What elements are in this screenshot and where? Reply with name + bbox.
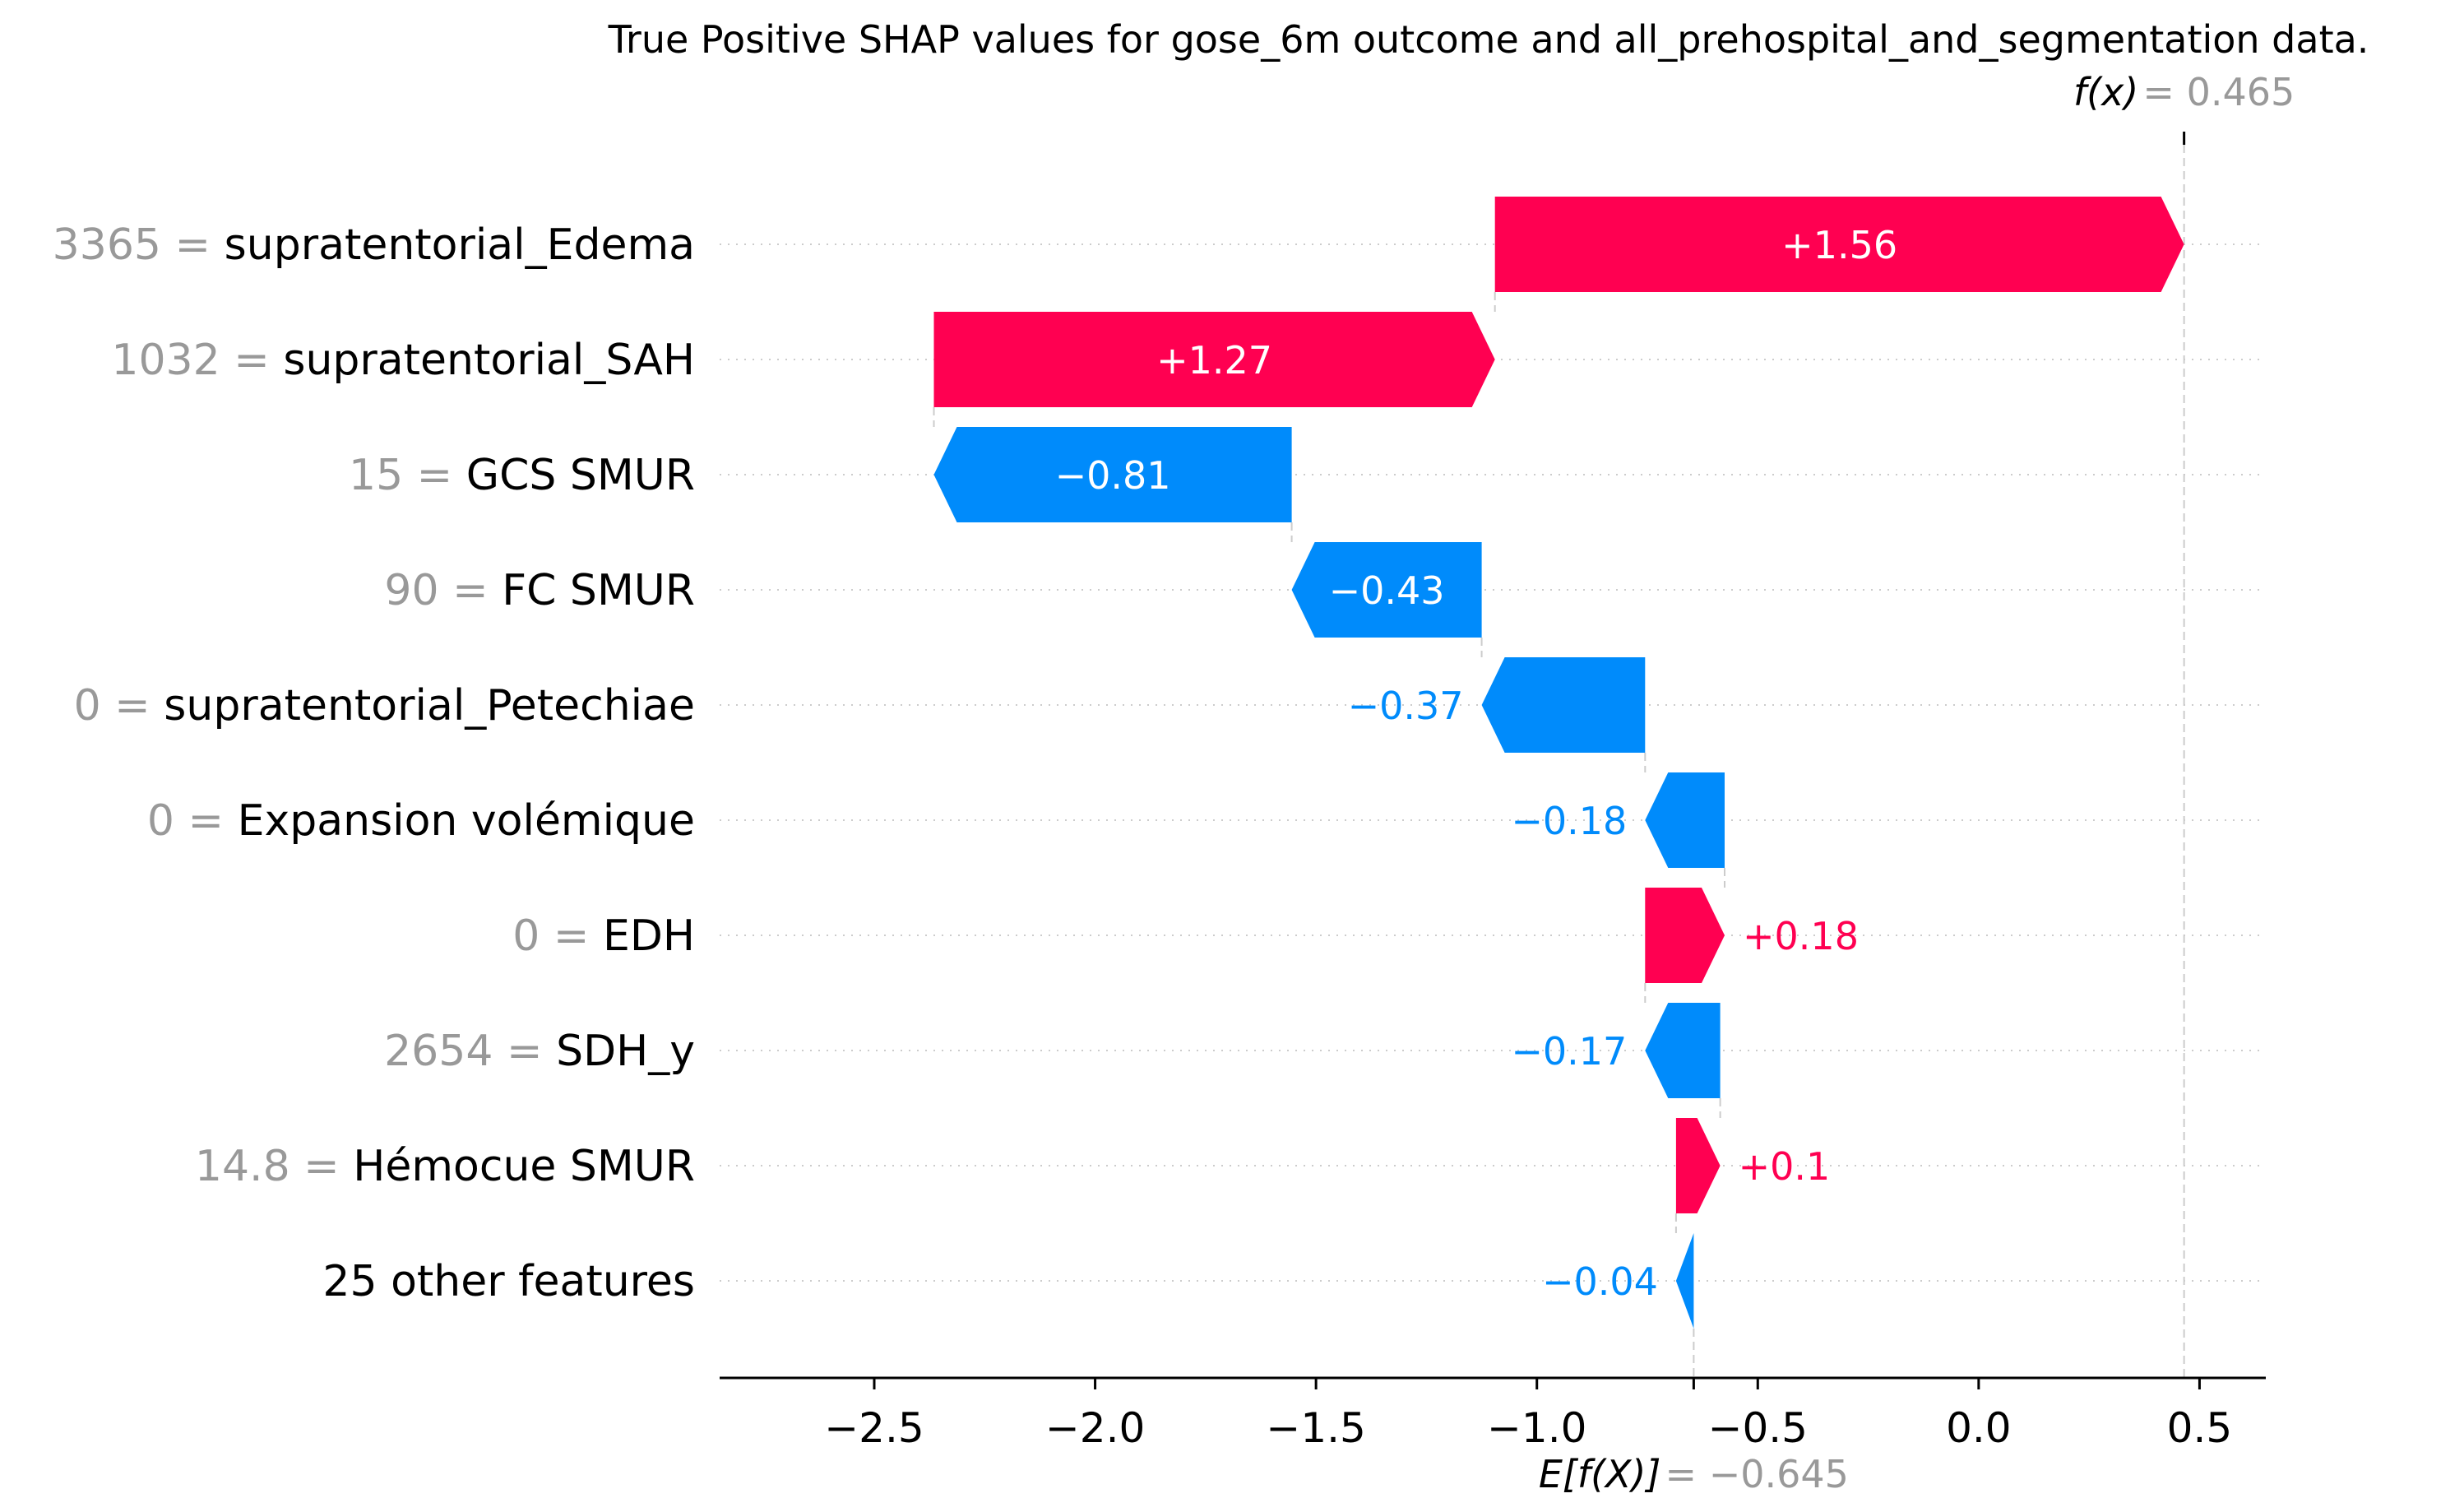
bar-positive [1494, 197, 2184, 292]
feature-name: supratentorial_Petechiae [164, 681, 695, 730]
x-tick-label: 0.0 [1946, 1404, 2012, 1452]
feature-label: 3365 = supratentorial_Edema [53, 220, 695, 270]
connector-lines [933, 132, 2185, 1378]
output-value-annotation: f(x) = 0.465 [2073, 70, 2295, 145]
bar-negative [1291, 542, 1482, 638]
bar-negative [1481, 657, 1646, 753]
feature-name: SDH_y [556, 1027, 695, 1076]
feature-value: 0 = [147, 796, 238, 846]
x-tick-label: −2.5 [824, 1404, 924, 1452]
base-value-name: E[f(X)] [1539, 1452, 1661, 1496]
base-value-text: −0.645 [1709, 1452, 1849, 1496]
feature-value: 0 = [74, 681, 164, 730]
bar-value-label: −0.18 [1511, 799, 1627, 843]
feature-name: Hémocue SMUR [353, 1142, 695, 1191]
feature-name: FC SMUR [502, 566, 695, 615]
feature-labels: 3365 = supratentorial_Edema 1032 = suprat… [53, 220, 695, 1306]
base-value-annotation: E[f(X)] = −0.645 [1539, 1378, 1849, 1496]
feature-value: 90 = [384, 566, 502, 615]
feature-label: 2654 = SDH_y [384, 1027, 695, 1076]
feature-label: 14.8 = Hémocue SMUR [195, 1142, 695, 1191]
feature-name: Expansion volémique [238, 796, 695, 846]
feature-label: 0 = EDH [512, 911, 695, 961]
bar-value-label: −0.43 [1329, 568, 1445, 613]
bar-value-label: +1.56 [1781, 223, 1897, 267]
feature-name: supratentorial_Edema [225, 220, 695, 270]
feature-label: 25 other features [322, 1257, 695, 1306]
feature-value: 0 = [512, 911, 603, 961]
bar-value-label: −0.81 [1055, 453, 1171, 498]
bar-negative [1645, 1003, 1721, 1098]
feature-value: 1032 = [111, 336, 283, 385]
feature-value: 15 = [349, 451, 466, 500]
x-tick-label: −1.0 [1487, 1404, 1586, 1452]
output-value-equals: = [2142, 70, 2186, 114]
bars [933, 197, 2184, 1329]
x-tick-label: −0.5 [1708, 1404, 1808, 1452]
bar-negative [1645, 772, 1725, 868]
x-axis: −2.5 −2.0 −1.5 −1.0 −0.5 0.0 0.5 [720, 1376, 2266, 1452]
feature-value: 3365 = [53, 220, 225, 270]
svg-text:E[f(X)] = −0.645: E[f(X)] = −0.645 [1539, 1452, 1849, 1496]
feature-value: 14.8 = [195, 1142, 353, 1191]
bar-value-label: +0.1 [1739, 1144, 1831, 1189]
feature-name: GCS SMUR [466, 451, 695, 500]
feature-label: 90 = FC SMUR [384, 566, 695, 615]
bar-value-label: +1.27 [1156, 338, 1272, 383]
bar-value-label: −0.04 [1542, 1259, 1658, 1304]
feature-name: supratentorial_SAH [283, 336, 695, 385]
bar-positive [1675, 1118, 1721, 1213]
bar-value-label: +0.18 [1743, 914, 1859, 958]
x-tick-label: −1.5 [1266, 1404, 1365, 1452]
base-value-equals: = [1665, 1452, 1709, 1496]
feature-value: 2654 = [384, 1027, 556, 1076]
output-value-text: 0.465 [2187, 70, 2295, 114]
x-tick-label: −2.0 [1045, 1404, 1145, 1452]
svg-text:f(x) = 0.465: f(x) = 0.465 [2073, 70, 2295, 114]
bar-negative [1675, 1233, 1694, 1329]
feature-label: 1032 = supratentorial_SAH [111, 336, 695, 385]
bar-value-label: −0.17 [1511, 1029, 1627, 1074]
bar-labels: +1.56 +1.27 −0.81 −0.43 −0.37 −0.18 +0.18 −0.17… [1055, 223, 1898, 1304]
feature-label: 0 = Expansion volémique [147, 796, 695, 846]
feature-label: 0 = supratentorial_Petechiae [74, 681, 695, 730]
chart-title: True Positive SHAP values for gose_6m ou… [608, 17, 2369, 62]
bar-positive [1645, 888, 1725, 983]
bar-positive [933, 312, 1495, 407]
bar-value-label: −0.37 [1348, 684, 1464, 728]
x-tick-label: 0.5 [2167, 1404, 2233, 1452]
output-value-name: f(x) [2073, 70, 2138, 114]
feature-label: 15 = GCS SMUR [349, 451, 695, 500]
feature-name: EDH [603, 911, 695, 961]
bar-negative [933, 427, 1292, 522]
feature-name: 25 other features [322, 1257, 695, 1306]
